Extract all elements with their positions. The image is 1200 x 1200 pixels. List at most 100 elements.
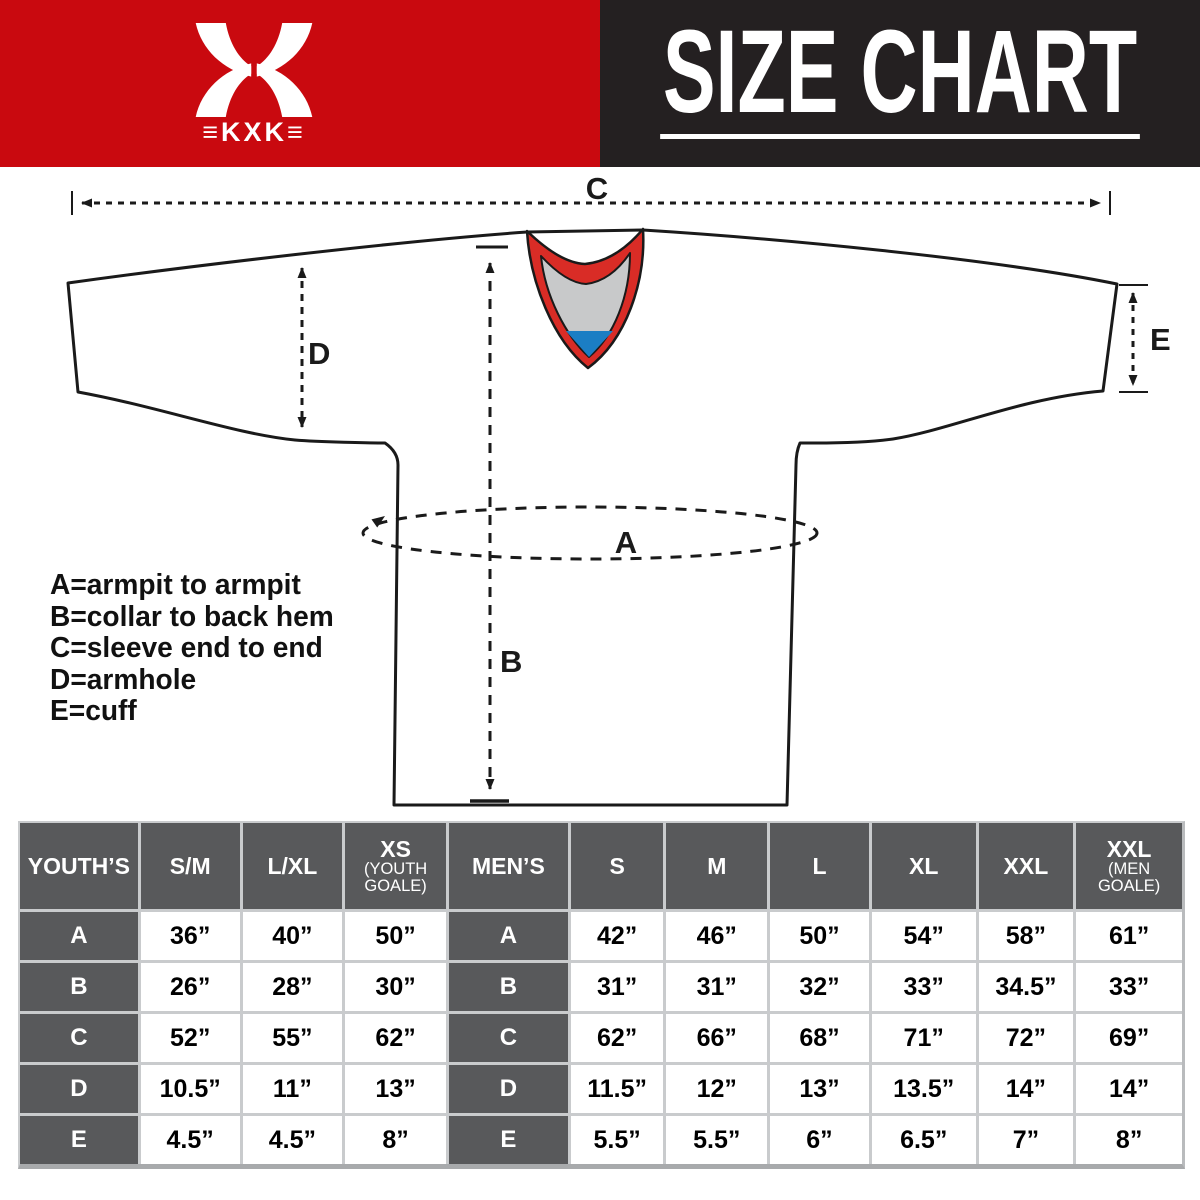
table-value-cell: 14” [978,1065,1074,1113]
table-row-label: D [20,1065,138,1113]
table-value-cell: 6.5” [871,1116,976,1164]
table-value-cell: 40” [242,912,343,960]
table-row-label: B [448,963,568,1011]
dimension-ellipse-a [361,505,819,561]
brand-banner: ≡KXK≡ [0,0,600,167]
column-label: S [609,853,625,879]
table-value-cell: 69” [1076,1014,1182,1062]
section-label: MEN’S [471,853,545,879]
jersey-outline [66,228,1119,807]
dimension-label-c: C [586,171,608,206]
table-value-cell: 36” [140,912,240,960]
legend-line-b: B=collar to back hem [50,600,334,633]
table-value-cell: 31” [666,963,768,1011]
table-value-cell: 72” [978,1014,1074,1062]
table-section-header: MEN’S [448,823,568,909]
title-banner: SIZE CHART [600,0,1200,167]
table-value-cell: 34.5” [978,963,1074,1011]
table-value-cell: 28” [242,963,343,1011]
table-value-cell: 13.5” [871,1065,976,1113]
table-value-cell: 58” [978,912,1074,960]
table-value-cell: 10.5” [140,1065,240,1113]
table-row-label: A [448,912,568,960]
table-row-label: C [20,1014,138,1062]
table-value-cell: 62” [570,1014,664,1062]
table-value-cell: 4.5” [242,1116,343,1164]
legend-line-e: E=cuff [50,695,137,727]
table-value-cell: 7” [978,1116,1074,1164]
table-row-label: E [448,1116,568,1164]
table-column-header: M [666,823,768,909]
table-value-cell: 13” [345,1065,446,1113]
column-label: S/M [169,853,211,879]
table-value-cell: 50” [770,912,869,960]
table-row-label: A [20,912,138,960]
dimension-arrow-e [1119,284,1148,393]
page-header: ≡KXK≡ SIZE CHART [0,0,1200,167]
table-column-header: XL [871,823,976,909]
table-value-cell: 11” [242,1065,343,1113]
table-column-header: L/XL [242,823,343,909]
size-table: YOUTH’S S/M L/XL XS (YOUTH GOALE) MEN’S S M L XL X… [18,821,1185,1169]
table-section-header: YOUTH’S [20,823,138,909]
table-value-cell: 33” [871,963,976,1011]
table-value-cell: 14” [1076,1065,1182,1113]
table-column-header: S/M [140,823,240,909]
table-value-cell: 30” [345,963,446,1011]
column-label: M [707,853,727,879]
table-row-label: D [448,1065,568,1113]
column-label: XXL [1106,836,1152,862]
table-row-label: B [20,963,138,1011]
legend-line-a: A=armpit to armpit [50,569,301,601]
brand-logo-text: ≡KXK≡ [202,116,306,147]
table-value-cell: 33” [1076,963,1182,1011]
column-sublabel: (MEN GOALE) [1097,860,1161,895]
column-label: XL [909,853,939,879]
dimension-arrow-b [470,245,509,803]
dimension-ellipse-a-arrowhead [371,516,385,528]
table-value-cell: 8” [1076,1116,1182,1164]
table-value-cell: 42” [570,912,664,960]
table-value-cell: 54” [871,912,976,960]
column-label: XXL [1003,853,1049,879]
table-value-cell: 32” [770,963,869,1011]
table-value-cell: 8” [345,1116,446,1164]
dimension-arrow-c [71,191,1111,215]
column-label: L [812,853,827,879]
brand-logo: ≡KXK≡ [188,22,320,147]
table-value-cell: 61” [1076,912,1182,960]
table-value-cell: 13” [770,1065,869,1113]
table-value-cell: 62” [345,1014,446,1062]
table-row-label: C [448,1014,568,1062]
table-value-cell: 71” [871,1014,976,1062]
table-column-header: XXL (MEN GOALE) [1076,823,1182,909]
table-column-header: S [570,823,664,909]
legend-line-c: C=sleeve end to end [50,632,323,664]
dimension-label-d: D [308,336,330,371]
dimension-label-e: E [1150,322,1171,357]
table-column-header: L [770,823,869,909]
table-value-cell: 31” [570,963,664,1011]
dimension-label-b: B [500,644,522,679]
table-value-cell: 26” [140,963,240,1011]
dimension-label-a: A [615,525,637,560]
table-column-header: XXL [978,823,1074,909]
legend-line-d: D=armhole [50,663,197,696]
section-label: YOUTH’S [27,853,131,879]
table-value-cell: 55” [242,1014,343,1062]
page-title: SIZE CHART [660,13,1140,139]
table-value-cell: 46” [666,912,768,960]
table-value-cell: 6” [770,1116,869,1164]
table-value-cell: 5.5” [666,1116,768,1164]
table-value-cell: 66” [666,1014,768,1062]
table-value-cell: 11.5” [570,1065,664,1113]
table-value-cell: 12” [666,1065,768,1113]
measurement-legend: A=armpit to armpit B=collar to back hem … [50,569,334,728]
table-value-cell: 4.5” [140,1116,240,1164]
kxk-x-logo-icon [195,22,313,117]
table-value-cell: 5.5” [570,1116,664,1164]
table-row-label: E [20,1116,138,1164]
column-label: XS [380,836,411,862]
column-sublabel: (YOUTH GOALE) [363,860,428,895]
